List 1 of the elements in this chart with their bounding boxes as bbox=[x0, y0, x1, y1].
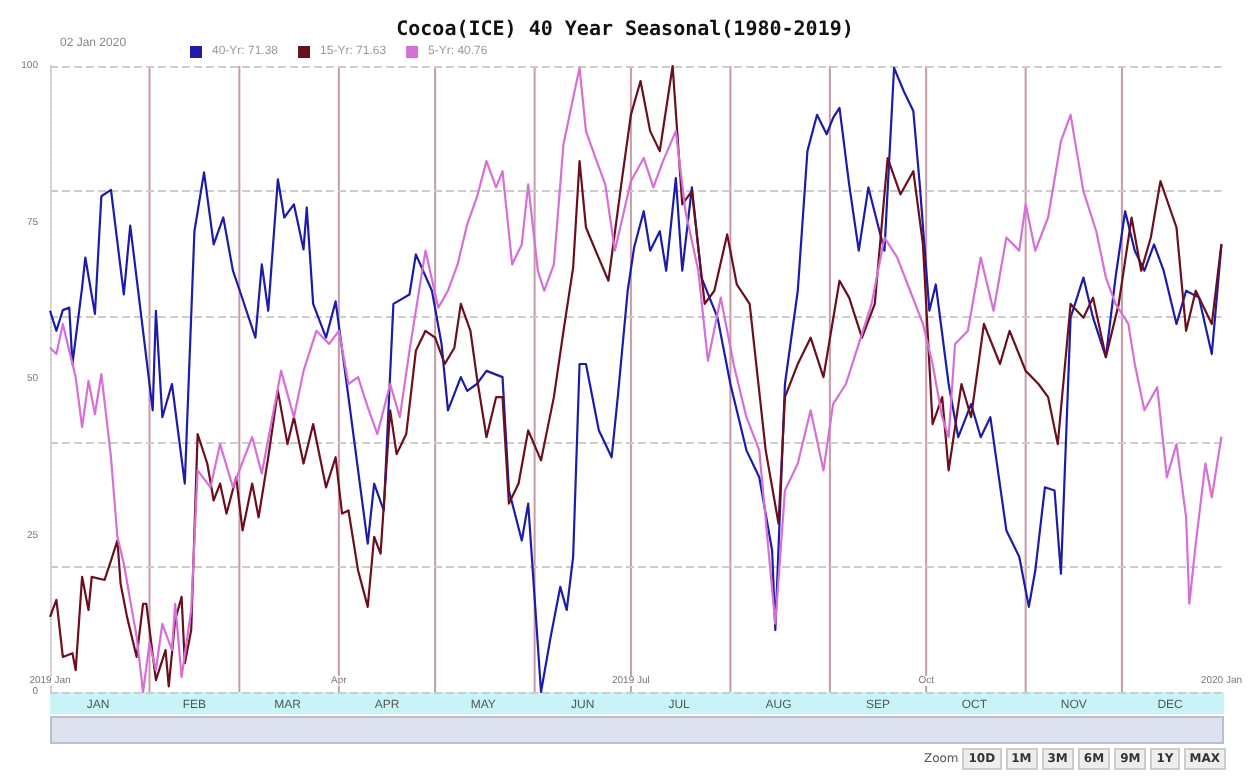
chart-title: Cocoa(ICE) 40 Year Seasonal(1980-2019) bbox=[396, 19, 854, 41]
